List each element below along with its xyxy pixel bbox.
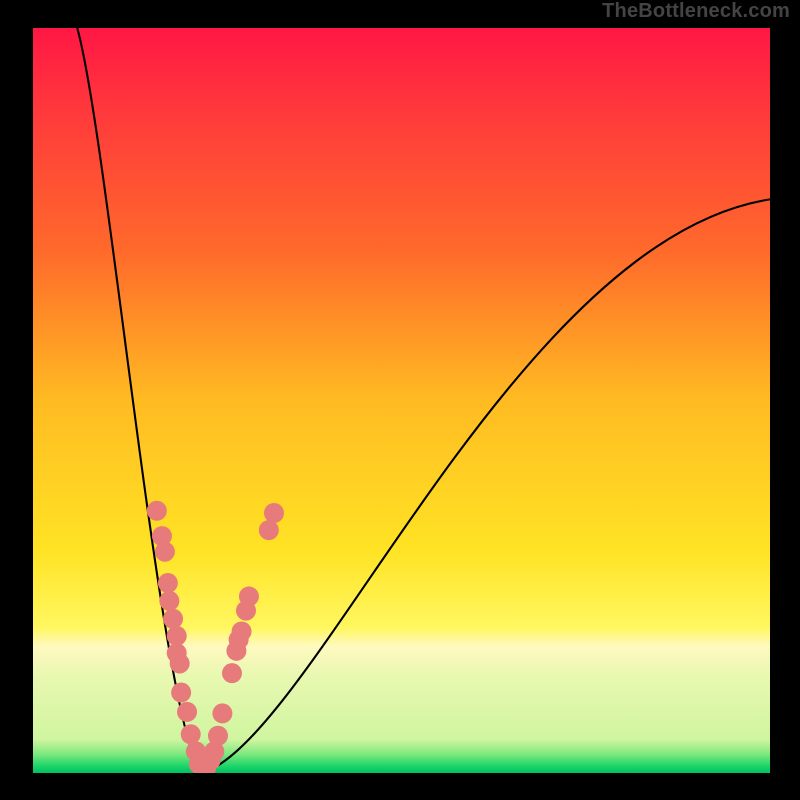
figure-container: TheBottleneck.com: [0, 0, 800, 800]
source-caption: TheBottleneck.com: [602, 0, 790, 23]
data-marker: [259, 520, 279, 540]
gradient-background: [33, 28, 770, 773]
data-marker: [264, 503, 284, 523]
data-marker: [159, 591, 179, 611]
data-marker: [167, 626, 187, 646]
data-marker: [171, 683, 191, 703]
data-marker: [155, 542, 175, 562]
data-marker: [147, 501, 167, 521]
data-marker: [208, 726, 228, 746]
data-marker: [232, 621, 252, 641]
data-marker: [239, 586, 259, 606]
data-marker: [158, 573, 178, 593]
data-marker: [181, 724, 201, 744]
data-marker: [212, 703, 232, 723]
chart-svg: [33, 28, 770, 773]
data-marker: [222, 663, 242, 683]
plot-area: [33, 28, 770, 773]
data-marker: [170, 653, 190, 673]
data-marker: [177, 702, 197, 722]
data-marker: [163, 609, 183, 629]
